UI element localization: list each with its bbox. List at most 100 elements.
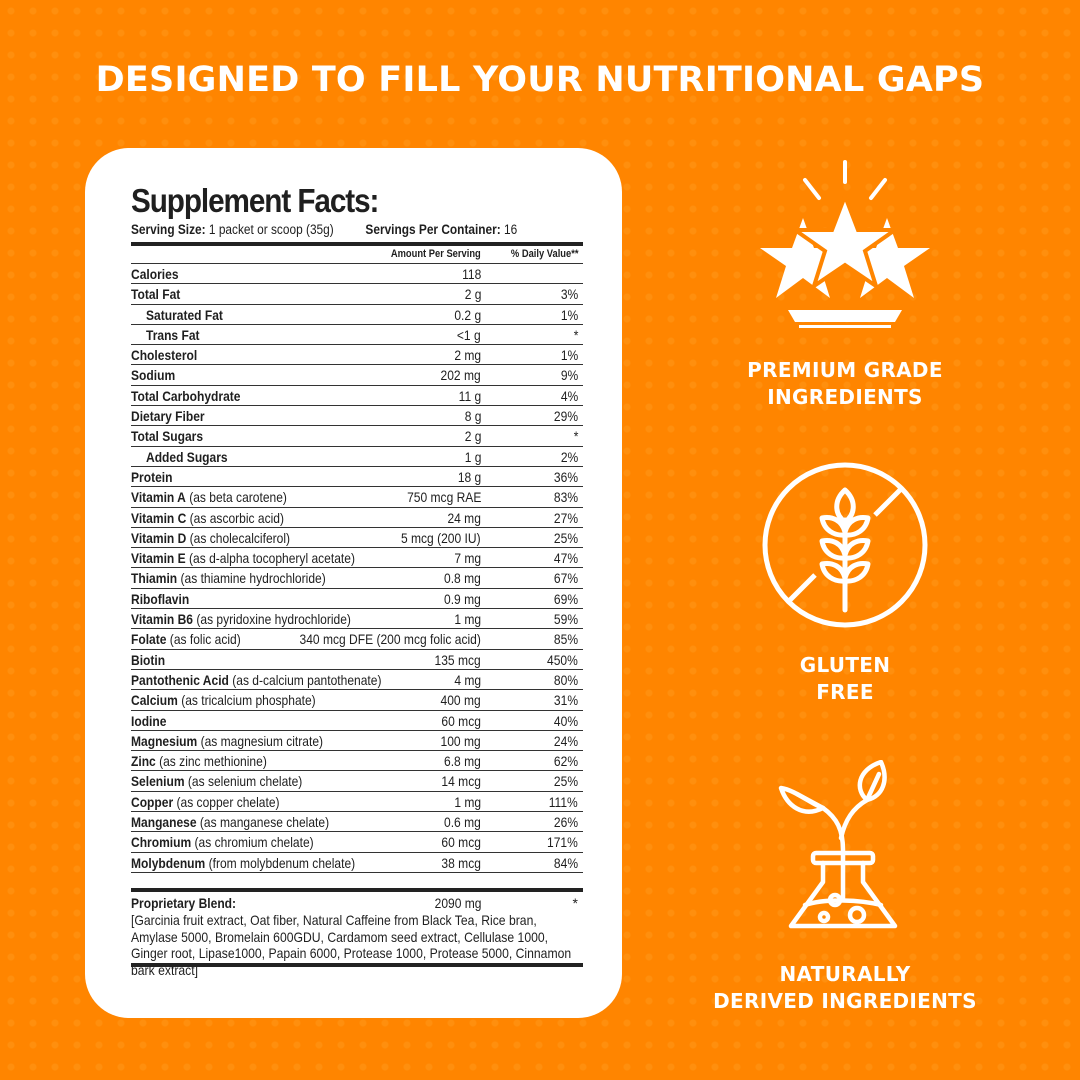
- nutrient-source: (as cholecalciferol): [186, 529, 291, 546]
- nutrient-row: Calories 118: [131, 264, 583, 285]
- blend-ingredients: [Garcinia fruit extract, Oat fiber, Natu…: [131, 912, 572, 978]
- feature-premium-grade: PREMIUM GRADE INGREDIENTS: [695, 158, 995, 411]
- nutrient-dv: 27%: [553, 509, 578, 526]
- nutrient-name: Cholesterol: [131, 347, 198, 364]
- nutrient-row: Vitamin E (as d-alpha tocopheryl acetate…: [131, 548, 583, 569]
- nutrient-name-cell: Cholesterol: [131, 345, 197, 365]
- blend-name: Proprietary Blend:: [131, 895, 237, 911]
- feature-label-line2: INGREDIENTS: [767, 385, 923, 409]
- nutrient-row: Total Fat 2 g 3%: [131, 284, 583, 305]
- nutrient-amount: 0.6 mg: [444, 814, 481, 831]
- nutrient-name: Added Sugars: [146, 448, 228, 465]
- feature-naturally-derived: NATURALLY DERIVED INGREDIENTS: [695, 760, 995, 1015]
- nutrient-name-cell: Vitamin D (as cholecalciferol): [131, 528, 290, 548]
- nutrient-name: Riboflavin: [131, 590, 190, 607]
- nutrient-source: (as pyridoxine hydrochloride): [193, 611, 351, 628]
- nutrient-name-cell: Total Sugars: [131, 426, 203, 446]
- nutrient-name-cell: Vitamin B6 (as pyridoxine hydrochloride): [131, 609, 351, 629]
- nutrient-name: Pantothenic Acid: [131, 671, 229, 688]
- nutrient-name-cell: Manganese (as manganese chelate): [131, 812, 329, 832]
- supplement-facts-card: Supplement Facts: Serving Size: 1 packet…: [85, 148, 622, 1018]
- nutrient-dv: 26%: [553, 814, 578, 831]
- nutrient-name: Biotin: [131, 651, 166, 668]
- nutrient-amount: 8 g: [464, 408, 481, 425]
- nutrient-dv: 111%: [548, 793, 578, 810]
- nutrient-source: (from molybdenum chelate): [205, 854, 356, 871]
- nutrient-name: Trans Fat: [146, 326, 200, 343]
- nutrient-amount: 4 mg: [454, 671, 481, 688]
- nutrient-dv: 67%: [553, 570, 578, 587]
- nutrient-dv: 83%: [553, 489, 578, 506]
- nutrient-row: Pantothenic Acid (as d-calcium pantothen…: [131, 670, 583, 691]
- nutrient-source: (as beta carotene): [185, 489, 287, 506]
- nutrient-name: Zinc: [131, 753, 156, 770]
- nutrient-dv: 450%: [547, 651, 578, 668]
- nutrient-row: Vitamin B6 (as pyridoxine hydrochloride)…: [131, 609, 583, 630]
- nutrient-source: (as d-alpha tocopheryl acetate): [185, 550, 355, 567]
- nutrient-amount: 7 mg: [454, 550, 481, 567]
- divider-thick: [131, 888, 583, 892]
- nutrient-name: Magnesium: [131, 732, 198, 749]
- nutrient-name: Saturated Fat: [146, 306, 223, 323]
- divider-thick: [131, 242, 583, 246]
- gluten-free-icon: [762, 462, 928, 628]
- nutrient-dv: 84%: [553, 854, 578, 871]
- nutrient-row: Copper (as copper chelate) 1 mg 111%: [131, 792, 583, 813]
- nutrient-dv: 69%: [553, 590, 578, 607]
- nutrient-name-cell: Dietary Fiber: [131, 406, 205, 426]
- nutrient-name: Vitamin E: [131, 550, 186, 567]
- nutrient-name: Vitamin C: [131, 509, 187, 526]
- nutrient-name: Chromium: [131, 834, 192, 851]
- nutrient-name-cell: Added Sugars: [146, 447, 228, 467]
- nutrient-name: Sodium: [131, 367, 176, 384]
- nutrient-amount: 60 mcg: [441, 834, 481, 851]
- nutrient-amount: 118: [461, 266, 481, 282]
- nutrient-name: Calcium: [131, 692, 178, 709]
- nutrient-source: (as manganese chelate): [196, 814, 330, 831]
- nutrient-source: (as magnesium citrate): [197, 732, 324, 749]
- nutrient-name-cell: Iodine: [131, 711, 166, 731]
- nutrient-dv: 36%: [553, 468, 578, 485]
- nutrient-name-cell: Vitamin E (as d-alpha tocopheryl acetate…: [131, 548, 355, 568]
- nutrient-name-cell: Sodium: [131, 365, 175, 385]
- nutrient-dv: 85%: [553, 631, 578, 648]
- nutrient-amount: 2 g: [464, 428, 481, 445]
- nutrient-name: Vitamin B6: [131, 611, 194, 628]
- nutrient-source: (as selenium chelate): [184, 773, 303, 790]
- nutrient-name-cell: Pantothenic Acid (as d-calcium pantothen…: [131, 670, 381, 690]
- feature-label-line2: FREE: [816, 680, 874, 704]
- nutrient-row: Magnesium (as magnesium citrate) 100 mg 24…: [131, 731, 583, 752]
- nutrient-dv: *: [573, 428, 578, 445]
- nutrient-source: (as chromium chelate): [191, 834, 314, 851]
- nutrient-amount: 0.8 mg: [444, 570, 481, 587]
- nutrient-name: Folate: [131, 631, 167, 648]
- column-dv-header: % Daily Value**: [510, 248, 578, 260]
- nutrient-name-cell: Molybdenum (from molybdenum chelate): [131, 853, 355, 873]
- nutrient-amount: 6.8 mg: [444, 753, 481, 770]
- nutrient-name-cell: Protein: [131, 467, 172, 487]
- nutrient-row: Trans Fat <1 g *: [131, 325, 583, 346]
- nutrient-dv: 25%: [553, 529, 578, 546]
- nutrient-name-cell: Total Carbohydrate: [131, 386, 240, 406]
- nutrient-name: Total Sugars: [131, 428, 204, 445]
- nutrient-amount: 5 mcg (200 IU): [401, 529, 481, 546]
- nutrient-name-cell: Riboflavin: [131, 589, 189, 609]
- nutrient-name: Total Fat: [131, 286, 181, 303]
- nutrient-name: Vitamin D: [131, 529, 187, 546]
- nutrient-name-cell: Vitamin C (as ascorbic acid): [131, 508, 284, 528]
- nutrient-amount: 2 mg: [454, 347, 481, 364]
- nutrient-dv: 3%: [560, 286, 578, 303]
- nutrient-dv: 25%: [553, 773, 578, 790]
- nutrient-amount: 24 mg: [447, 509, 481, 526]
- nutrient-row: Cholesterol 2 mg 1%: [131, 345, 583, 366]
- nutrient-amount: 11 g: [458, 387, 481, 404]
- nutrient-dv: 171%: [547, 834, 578, 851]
- nutrient-row: Total Carbohydrate 11 g 4%: [131, 386, 583, 407]
- nutrient-name-cell: Copper (as copper chelate): [131, 792, 280, 812]
- nutrient-dv: 2%: [560, 448, 578, 465]
- nutrient-row: Thiamin (as thiamine hydrochloride) 0.8 m…: [131, 568, 583, 589]
- nutrient-row: Chromium (as chromium chelate) 60 mcg 171%: [131, 832, 583, 853]
- nutrient-name: Dietary Fiber: [131, 408, 205, 425]
- nutrient-source: (as copper chelate): [173, 793, 280, 810]
- nutrient-amount: 135 mcg: [434, 651, 481, 668]
